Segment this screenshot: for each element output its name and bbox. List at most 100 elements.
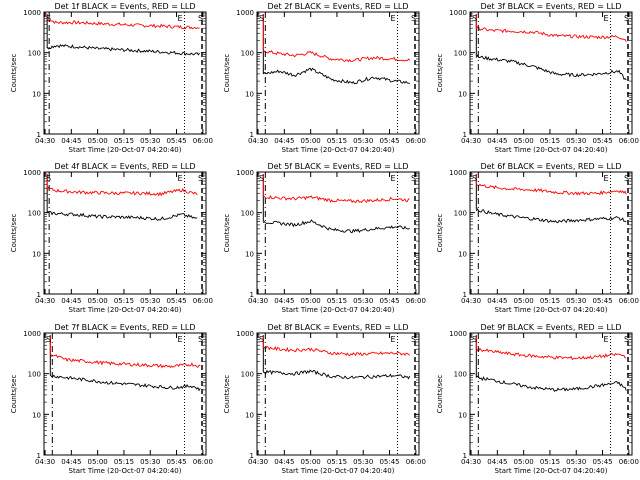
- plot-frame: [469, 11, 633, 135]
- y-tick-label: 1: [250, 291, 254, 299]
- panel-9: Det 9f BLACK = Events, RED = LLD 1 10 100 10…: [436, 323, 639, 475]
- events-series: [262, 219, 410, 234]
- y-tick-label: 1000: [23, 330, 41, 338]
- x-tick-label: 05:15: [327, 297, 347, 305]
- x-tick-label: 05:45: [592, 458, 612, 466]
- end-marker: E: [178, 14, 183, 23]
- start-marker: S: [259, 335, 264, 344]
- panel-title: Det 6f BLACK = Events, RED = LLD: [480, 162, 621, 171]
- x-tick-label: 04:30: [35, 458, 55, 466]
- x-tick-label: 05:45: [592, 137, 612, 145]
- events-series: [47, 211, 198, 221]
- start-marker: S: [472, 335, 477, 344]
- y-tick-label: 10: [458, 250, 467, 258]
- x-tick-label: 06:00: [619, 297, 639, 305]
- y-tick-label: 1000: [236, 169, 254, 177]
- panel-7: Det 7f BLACK = Events, RED = LLD 1 10 100 10…: [10, 323, 213, 475]
- y-axis-label: Counts/sec: [10, 54, 18, 93]
- end-marker: E: [178, 174, 183, 183]
- x-tick-label: 04:45: [487, 297, 507, 305]
- x-tick-label: 05:45: [379, 137, 399, 145]
- x-tick-label: 04:30: [248, 137, 268, 145]
- x-axis-label: Start Time (20-Oct-07 04:20:40): [495, 467, 608, 475]
- panel-title: Det 1f BLACK = Events, RED = LLD: [54, 2, 195, 11]
- y-axis-label: Counts/sec: [436, 375, 444, 414]
- y-tick-label: 10: [32, 90, 41, 98]
- events-series: [262, 67, 410, 85]
- start-marker-right: S: [624, 174, 629, 183]
- x-tick-label: 04:45: [61, 137, 81, 145]
- y-tick-label: 10: [32, 250, 41, 258]
- start-marker-right: S: [411, 174, 416, 183]
- y-tick-label: 1000: [23, 169, 41, 177]
- y-tick-label: 100: [28, 371, 41, 379]
- y-tick-label: 100: [241, 50, 254, 58]
- start-marker-right: S: [198, 14, 203, 23]
- y-axis-label: Counts/sec: [10, 375, 18, 414]
- x-tick-label: 04:30: [461, 297, 481, 305]
- plot-frame: [469, 171, 633, 295]
- y-axis-label: Counts/sec: [223, 375, 231, 414]
- x-tick-label: 05:00: [514, 137, 534, 145]
- x-tick-label: 05:15: [540, 458, 560, 466]
- start-marker: S: [259, 14, 264, 23]
- lld-series: [47, 17, 200, 30]
- x-tick-label: 04:30: [248, 297, 268, 305]
- x-axis-label: Start Time (20-Oct-07 04:20:40): [69, 306, 182, 314]
- y-tick-label: 10: [458, 90, 467, 98]
- lld-series: [475, 26, 627, 43]
- events-series: [46, 44, 200, 56]
- x-tick-label: 04:45: [274, 297, 294, 305]
- start-marker-right: S: [411, 335, 416, 344]
- x-tick-label: 06:00: [619, 458, 639, 466]
- lld-series: [263, 345, 410, 357]
- y-tick-label: 100: [28, 50, 41, 58]
- y-tick-label: 100: [241, 371, 254, 379]
- x-tick-label: 05:00: [514, 297, 534, 305]
- y-tick-label: 1: [463, 131, 467, 139]
- x-tick-label: 04:45: [274, 458, 294, 466]
- y-tick-label: 10: [245, 250, 254, 258]
- x-tick-label: 05:30: [140, 297, 160, 305]
- y-tick-label: 1000: [23, 9, 41, 17]
- lld-series: [262, 49, 411, 63]
- end-marker: E: [391, 14, 396, 23]
- end-marker: E: [604, 335, 609, 344]
- plot-frame: [469, 332, 633, 456]
- x-tick-label: 05:15: [540, 297, 560, 305]
- events-series: [475, 208, 627, 224]
- start-marker: S: [472, 174, 477, 183]
- end-marker: E: [178, 335, 183, 344]
- y-tick-label: 100: [454, 371, 467, 379]
- x-tick-label: 06:00: [406, 458, 426, 466]
- events-series: [49, 374, 201, 392]
- panel-title: Det 2f BLACK = Events, RED = LLD: [267, 2, 408, 11]
- y-tick-label: 1: [463, 291, 467, 299]
- start-marker: S: [259, 174, 264, 183]
- start-marker: S: [46, 174, 51, 183]
- x-axis-label: Start Time (20-Oct-07 04:20:40): [69, 146, 182, 154]
- y-tick-label: 1000: [449, 330, 467, 338]
- x-tick-label: 04:45: [61, 297, 81, 305]
- x-tick-label: 04:30: [248, 458, 268, 466]
- y-axis-label: Counts/sec: [436, 54, 444, 93]
- x-tick-label: 05:00: [88, 297, 108, 305]
- y-tick-label: 1: [250, 131, 254, 139]
- x-tick-label: 04:30: [35, 297, 55, 305]
- x-tick-label: 04:45: [274, 137, 294, 145]
- x-tick-label: 06:00: [619, 137, 639, 145]
- x-tick-label: 04:30: [35, 137, 55, 145]
- x-tick-label: 05:30: [353, 137, 373, 145]
- x-tick-label: 06:00: [193, 458, 213, 466]
- x-tick-label: 04:30: [461, 458, 481, 466]
- x-tick-label: 05:15: [327, 137, 347, 145]
- lld-series: [46, 186, 198, 197]
- start-marker-right: S: [411, 14, 416, 23]
- x-tick-label: 05:15: [114, 137, 134, 145]
- x-tick-label: 05:45: [166, 297, 186, 305]
- x-tick-label: 05:15: [540, 137, 560, 145]
- x-tick-label: 06:00: [193, 137, 213, 145]
- x-axis-label: Start Time (20-Oct-07 04:20:40): [495, 306, 608, 314]
- x-axis-label: Start Time (20-Oct-07 04:20:40): [282, 146, 395, 154]
